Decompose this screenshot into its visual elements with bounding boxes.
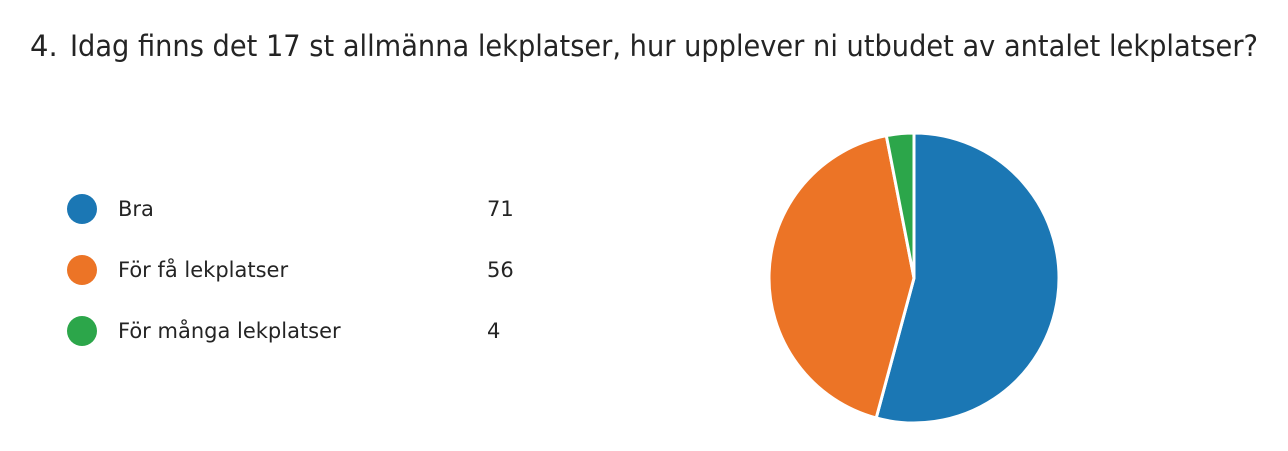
legend-swatch — [67, 316, 97, 346]
legend-swatch — [67, 194, 97, 224]
pie-slice — [767, 133, 916, 420]
chart-title: Idag finns det 17 st allmänna lekplatser… — [70, 29, 1258, 63]
legend-swatch — [67, 255, 97, 285]
legend-label: Bra — [118, 197, 154, 221]
legend-label: För få lekplatser — [118, 257, 288, 282]
pie-slice — [884, 131, 916, 279]
pie-slice — [874, 131, 1061, 425]
legend-label: För många lekplatser — [118, 318, 341, 343]
question-number: 4. — [30, 29, 58, 63]
legend-count: 71 — [487, 197, 514, 221]
legend-count: 4 — [487, 319, 500, 343]
legend-count: 56 — [487, 258, 514, 282]
